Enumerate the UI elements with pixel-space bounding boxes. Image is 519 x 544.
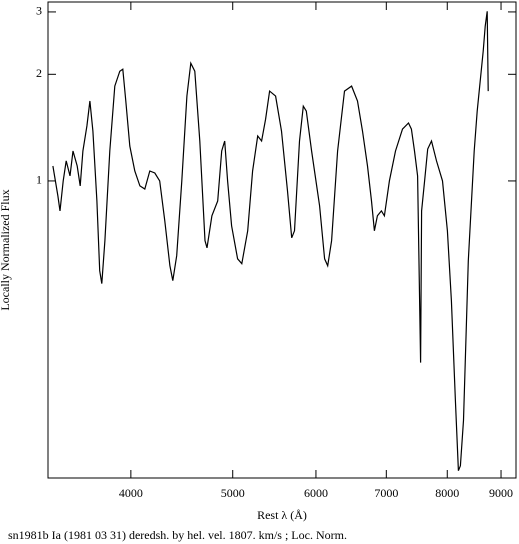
plot-frame <box>47 1 517 479</box>
x-tick-label: 5000 <box>221 486 245 500</box>
y-tick-label: 1 <box>36 173 42 187</box>
y-tick-label: 3 <box>36 4 42 18</box>
caption: sn1981b Ia (1981 03 31) deredsh. by hel.… <box>8 528 347 542</box>
x-axis-label: Rest λ (Å) <box>257 508 307 522</box>
y-axis-label: Locally Normalized Flux <box>0 189 12 310</box>
spectrum-line <box>52 11 489 471</box>
x-tick-label: 7000 <box>374 486 398 500</box>
x-tick-label: 4000 <box>119 486 143 500</box>
y-tick-label: 2 <box>36 66 42 80</box>
x-tick-label: 8000 <box>435 486 459 500</box>
x-tick-label: 9000 <box>489 486 513 500</box>
x-tick-label: 6000 <box>304 486 328 500</box>
